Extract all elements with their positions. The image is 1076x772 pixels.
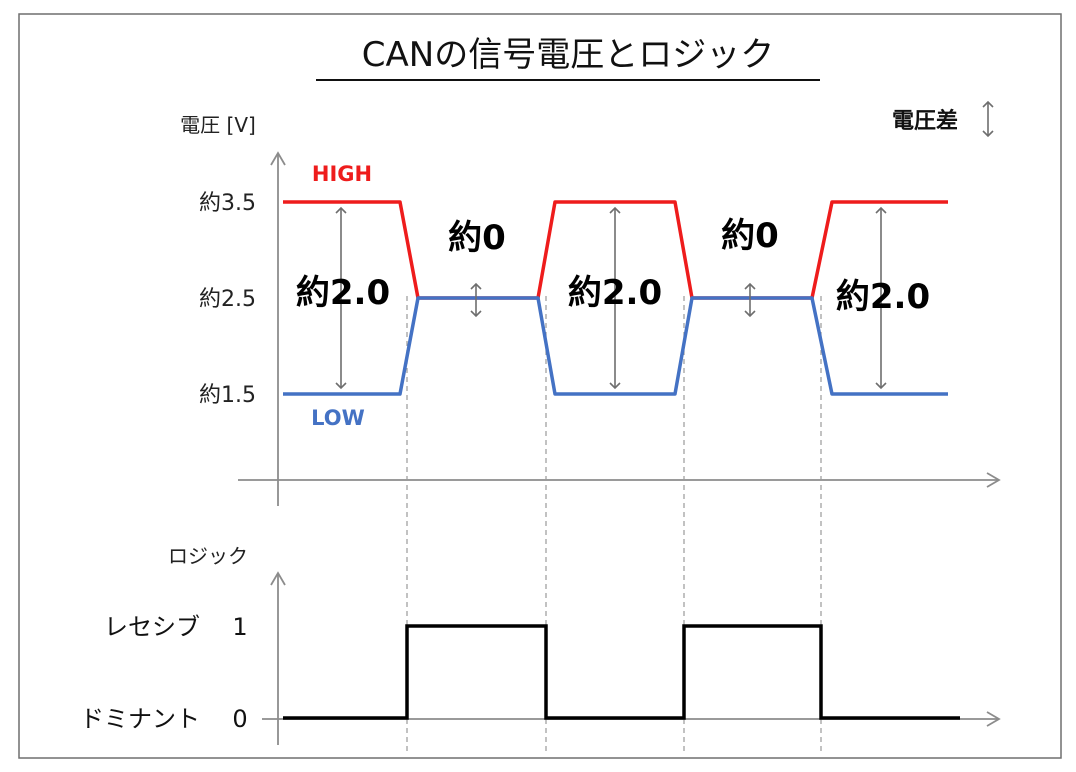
voltage-differences: 約2.0 約0 約2.0 約0 約2.0 — [296, 206, 930, 390]
logic-level-labels: レセシブ 1 ドミナント 0 — [80, 613, 248, 733]
high-signal-line — [283, 200, 948, 300]
voltage-tick-label: 約1.5 — [199, 383, 256, 408]
high-series-label: HIGH — [312, 162, 372, 186]
logic-level-value: 0 — [232, 705, 247, 733]
voltage-axis-label: 電圧 [V] — [180, 113, 256, 137]
voltage-diff-label: 約2.0 — [568, 273, 662, 313]
logic-level-name: ドミナント — [80, 705, 200, 733]
voltage-diff-label: 約0 — [448, 218, 506, 258]
voltage-diff-label: 約2.0 — [296, 273, 390, 313]
logic-signal-line — [283, 624, 960, 720]
voltage-tick-label: 約2.5 — [199, 287, 256, 312]
low-signal-line — [283, 296, 948, 396]
logic-level-value: 1 — [232, 613, 247, 641]
transition-guides — [406, 296, 822, 752]
low-series-label: LOW — [311, 406, 365, 430]
diagram-title: CANの信号電圧とロジック — [362, 35, 774, 75]
frame — [18, 13, 1062, 759]
voltage-tick-labels: 約3.5 約2.5 約1.5 — [199, 191, 256, 408]
voltage-tick-label: 約3.5 — [199, 191, 256, 216]
voltage-diff-label: 約2.0 — [836, 277, 930, 317]
logic-level-name: レセシブ — [104, 613, 200, 641]
voltage-diff-legend-label: 電圧差 — [892, 108, 958, 134]
voltage-diff-label: 約0 — [721, 216, 779, 256]
logic-axis-label: ロジック — [168, 544, 248, 568]
